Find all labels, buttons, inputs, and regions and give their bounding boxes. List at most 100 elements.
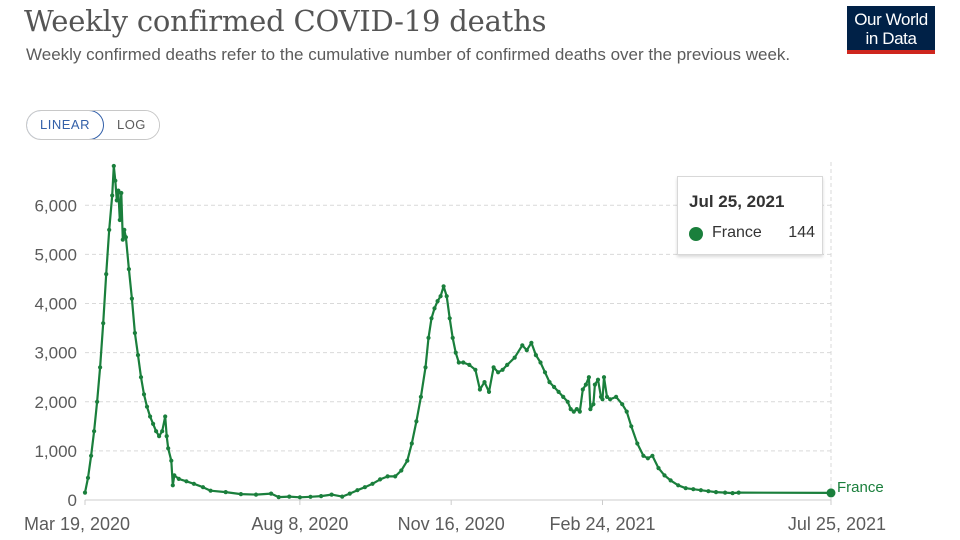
owid-logo[interactable]: Our World in Data [847,6,935,54]
log-scale-button[interactable]: LOG [103,111,159,139]
data-point[interactable] [329,492,334,497]
data-point[interactable] [467,362,472,367]
data-point[interactable] [595,377,601,382]
data-point[interactable] [512,355,517,360]
data-point[interactable] [144,404,150,409]
data-point[interactable] [308,494,313,499]
data-point[interactable] [138,375,144,380]
data-point[interactable] [698,488,704,493]
data-point[interactable] [117,217,122,223]
data-point[interactable] [126,267,131,272]
data-point[interactable] [393,474,398,479]
data-point[interactable] [435,299,440,304]
data-point[interactable] [614,394,619,399]
data-point[interactable] [723,490,728,495]
data-point[interactable] [577,409,582,414]
data-point[interactable] [111,163,116,169]
data-point[interactable] [141,392,147,397]
data-point[interactable] [533,353,539,358]
data-point[interactable] [620,402,625,407]
data-point[interactable] [347,491,352,496]
data-point[interactable] [683,486,688,491]
data-point[interactable] [538,360,543,365]
data-point[interactable] [370,481,375,486]
data-point[interactable] [157,434,162,439]
data-point[interactable] [432,306,437,311]
data-point[interactable] [104,272,109,277]
data-point[interactable] [629,424,634,429]
data-point[interactable] [473,367,478,372]
data-point[interactable] [477,387,482,392]
data-point[interactable] [447,316,452,321]
data-point[interactable] [450,335,455,340]
data-point[interactable] [441,284,446,289]
data-point[interactable] [319,494,324,499]
data-point[interactable] [418,394,423,399]
data-point[interactable] [297,495,302,500]
data-point[interactable] [426,335,431,340]
data-point[interactable] [120,237,125,242]
data-point[interactable] [169,458,174,463]
data-point[interactable] [641,453,646,458]
series-france[interactable]: France [82,163,884,500]
data-point[interactable] [571,409,576,414]
data-point[interactable] [486,389,492,394]
data-point[interactable] [129,296,134,301]
data-point[interactable] [399,468,404,473]
data-point[interactable] [730,491,735,496]
data-point[interactable] [114,198,119,203]
data-point[interactable] [276,495,281,500]
linear-scale-button[interactable]: LINEAR [26,111,104,139]
data-point[interactable] [568,407,573,412]
series-line-france[interactable] [83,164,832,499]
data-point[interactable] [148,414,153,419]
data-point[interactable] [444,294,449,299]
data-point[interactable] [176,476,181,481]
data-point[interactable] [552,384,557,390]
data-point[interactable] [496,370,501,375]
data-point[interactable] [600,397,605,402]
data-point[interactable] [604,394,610,399]
data-point[interactable] [98,365,103,370]
data-point[interactable] [591,402,596,407]
data-point[interactable] [491,365,496,370]
data-point[interactable] [556,389,561,394]
data-point[interactable] [378,477,383,482]
data-point[interactable] [645,456,651,461]
data-point[interactable] [200,485,206,490]
data-point[interactable] [409,441,414,446]
data-point[interactable] [191,481,196,486]
data-point[interactable] [92,429,97,434]
data-point[interactable] [287,494,292,499]
data-point[interactable] [89,453,94,458]
data-point[interactable] [580,387,585,392]
data-point[interactable] [119,190,124,196]
data-point[interactable] [505,362,510,367]
data-point[interactable] [601,375,607,380]
data-point[interactable] [132,330,137,336]
data-point[interactable] [565,399,570,404]
data-point[interactable] [135,353,141,358]
data-point[interactable] [113,178,118,183]
data-point[interactable] [269,491,274,496]
data-point[interactable] [414,419,419,424]
data-point[interactable] [736,490,741,495]
data-point[interactable] [355,488,360,493]
data-point[interactable] [184,479,189,484]
data-point[interactable] [438,294,443,299]
data-point[interactable] [253,492,259,497]
data-point[interactable] [172,473,177,478]
data-point[interactable] [166,446,171,451]
data-point[interactable] [574,407,579,412]
data-point[interactable] [500,367,505,372]
data-point[interactable] [116,188,121,193]
data-point[interactable] [588,407,593,412]
data-point[interactable] [453,350,458,355]
data-point[interactable] [668,478,673,483]
data-point[interactable] [223,490,228,495]
data-point[interactable] [85,475,91,480]
data-point[interactable] [624,409,629,414]
data-point[interactable] [238,492,243,497]
data-point[interactable] [95,399,100,404]
data-point[interactable] [662,473,667,478]
